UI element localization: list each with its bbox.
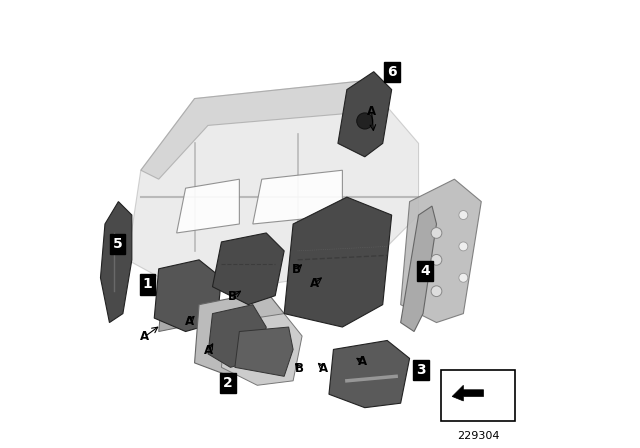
Polygon shape — [154, 260, 221, 332]
Polygon shape — [338, 72, 392, 157]
Text: A: A — [204, 344, 214, 357]
Polygon shape — [401, 179, 481, 323]
Polygon shape — [141, 81, 365, 179]
Polygon shape — [235, 327, 293, 376]
Text: A: A — [184, 314, 194, 328]
Circle shape — [459, 242, 468, 251]
Text: 1: 1 — [143, 277, 152, 292]
Polygon shape — [195, 291, 284, 376]
Text: 2: 2 — [223, 376, 233, 390]
Circle shape — [459, 273, 468, 282]
FancyBboxPatch shape — [441, 370, 515, 421]
Text: B: B — [294, 362, 303, 375]
Text: A: A — [140, 330, 149, 344]
Polygon shape — [100, 202, 132, 323]
Circle shape — [431, 254, 442, 265]
Text: A: A — [358, 355, 367, 369]
Text: 5: 5 — [113, 237, 122, 251]
Polygon shape — [253, 170, 342, 224]
Text: B: B — [228, 290, 237, 303]
Polygon shape — [177, 179, 239, 233]
Circle shape — [431, 228, 442, 238]
Text: A: A — [310, 276, 319, 290]
Polygon shape — [452, 385, 484, 401]
Circle shape — [356, 113, 373, 129]
Polygon shape — [221, 314, 302, 385]
Text: A: A — [319, 362, 328, 375]
Polygon shape — [284, 197, 392, 327]
Text: 229304: 229304 — [457, 431, 499, 441]
Circle shape — [431, 286, 442, 297]
Polygon shape — [208, 305, 266, 367]
Polygon shape — [159, 273, 204, 332]
Circle shape — [459, 211, 468, 220]
Text: 3: 3 — [416, 362, 426, 377]
Text: A: A — [367, 104, 376, 118]
Polygon shape — [401, 206, 436, 332]
Text: 4: 4 — [420, 264, 430, 278]
Polygon shape — [212, 233, 284, 305]
Text: 6: 6 — [387, 65, 397, 79]
Text: B: B — [292, 263, 301, 276]
Polygon shape — [127, 81, 419, 287]
Polygon shape — [329, 340, 410, 408]
